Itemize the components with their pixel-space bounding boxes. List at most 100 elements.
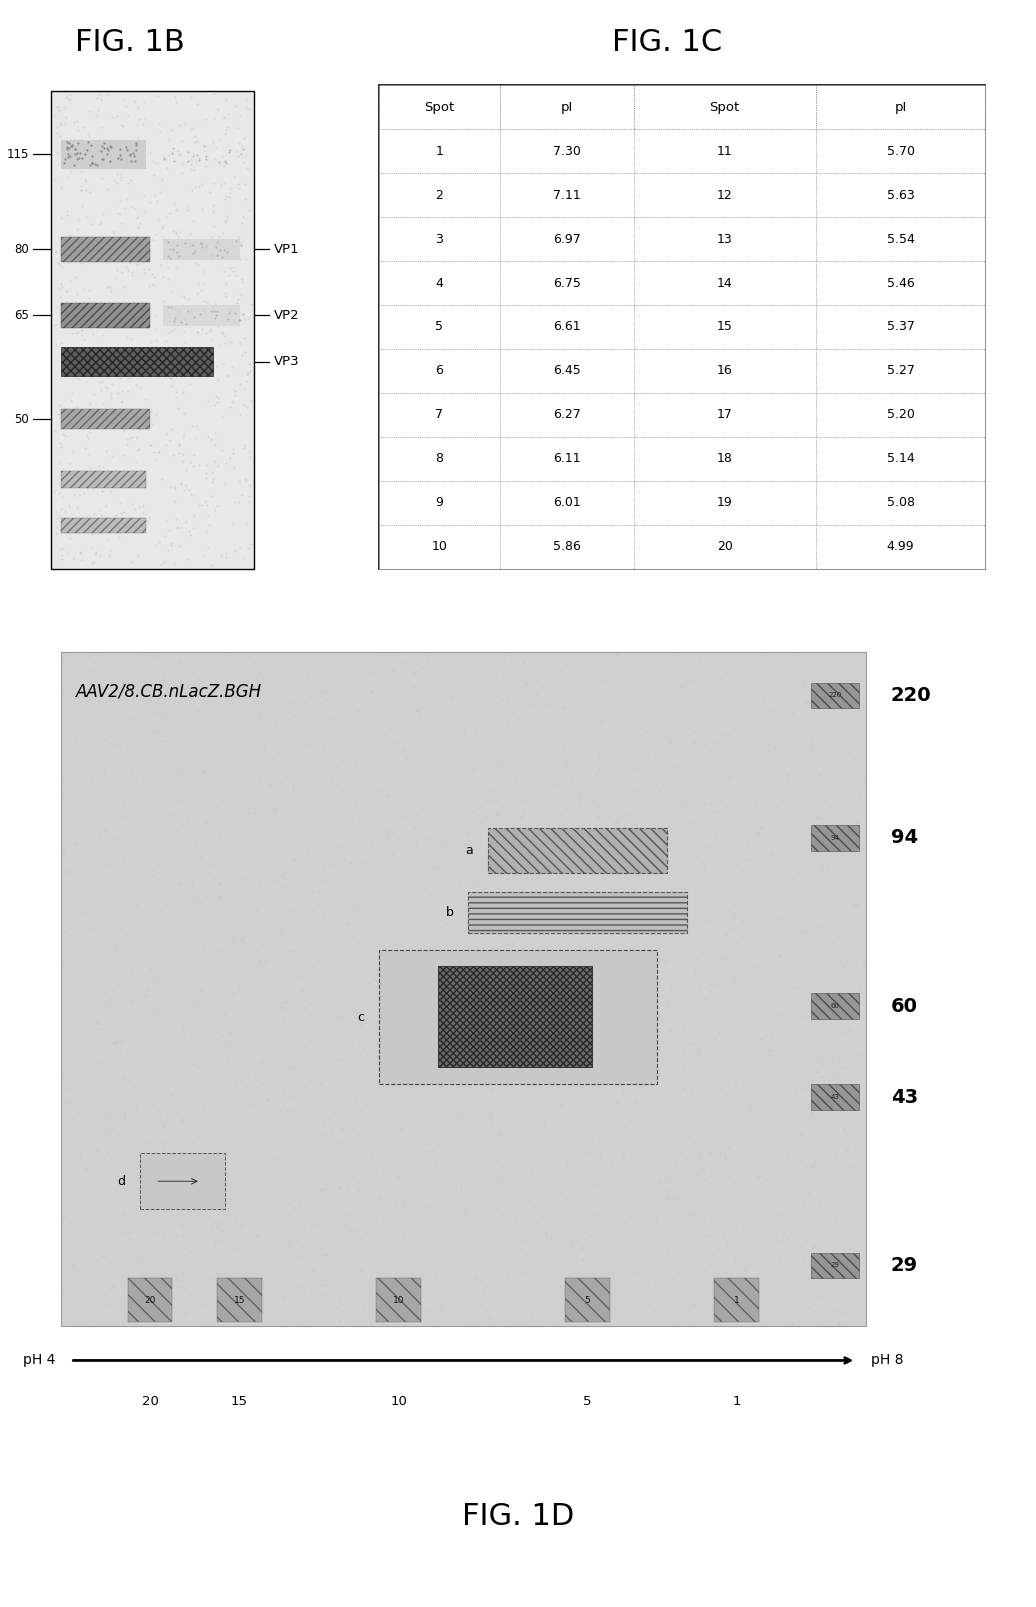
Text: 5.14: 5.14 xyxy=(887,453,915,466)
Bar xyxy=(60,302,150,328)
Text: 6.61: 6.61 xyxy=(553,320,580,334)
Bar xyxy=(379,85,985,569)
Bar xyxy=(60,347,213,376)
Text: 115: 115 xyxy=(6,148,29,161)
Text: VP2: VP2 xyxy=(275,309,300,321)
Bar xyxy=(634,349,815,394)
Text: 43: 43 xyxy=(831,1094,840,1101)
Text: Spot: Spot xyxy=(425,101,455,114)
Bar xyxy=(379,437,500,480)
Bar xyxy=(634,525,815,569)
Text: 10: 10 xyxy=(391,1395,407,1408)
Bar xyxy=(60,517,146,534)
Text: 13: 13 xyxy=(717,233,732,246)
Bar xyxy=(127,1279,172,1321)
Bar xyxy=(379,525,500,569)
Bar xyxy=(811,824,859,852)
Text: 15: 15 xyxy=(234,1295,246,1305)
Bar xyxy=(60,140,146,169)
Bar xyxy=(815,437,985,480)
Text: pI: pI xyxy=(560,101,573,114)
Text: 10: 10 xyxy=(431,540,448,553)
Text: FIG. 1B: FIG. 1B xyxy=(76,27,185,56)
Bar xyxy=(379,305,500,349)
Bar xyxy=(500,260,634,305)
Text: 5.46: 5.46 xyxy=(887,276,915,289)
Bar xyxy=(379,129,500,174)
Bar xyxy=(379,394,500,437)
Text: 5: 5 xyxy=(583,1395,592,1408)
Bar xyxy=(634,480,815,525)
Bar xyxy=(500,217,634,260)
Bar xyxy=(815,525,985,569)
Text: 60: 60 xyxy=(891,996,918,1016)
Bar xyxy=(634,174,815,217)
Text: FIG. 1D: FIG. 1D xyxy=(462,1503,574,1531)
Text: pH 8: pH 8 xyxy=(871,1353,903,1368)
Text: 5: 5 xyxy=(584,1295,591,1305)
Text: 5.70: 5.70 xyxy=(887,145,915,157)
Bar xyxy=(500,305,634,349)
Text: 17: 17 xyxy=(717,408,732,421)
Bar xyxy=(60,652,866,1326)
Text: 43: 43 xyxy=(891,1088,918,1107)
Bar xyxy=(140,1154,225,1210)
Bar xyxy=(811,1252,859,1279)
Text: FIG. 1C: FIG. 1C xyxy=(612,27,722,56)
Bar xyxy=(379,950,657,1085)
Text: 5.20: 5.20 xyxy=(887,408,915,421)
Text: Spot: Spot xyxy=(710,101,740,114)
Bar xyxy=(634,85,815,129)
Bar xyxy=(815,85,985,129)
Bar xyxy=(500,129,634,174)
Text: 6.27: 6.27 xyxy=(553,408,581,421)
Bar xyxy=(488,828,667,873)
Bar xyxy=(163,305,240,326)
Text: 5.86: 5.86 xyxy=(553,540,581,553)
Text: 80: 80 xyxy=(13,243,29,256)
Text: 29: 29 xyxy=(891,1257,918,1274)
Text: 7.11: 7.11 xyxy=(553,188,581,201)
Text: a: a xyxy=(465,844,473,857)
Bar xyxy=(815,305,985,349)
Bar xyxy=(500,525,634,569)
Text: 6.45: 6.45 xyxy=(553,365,581,378)
Bar xyxy=(379,85,500,129)
Bar xyxy=(815,129,985,174)
Text: 19: 19 xyxy=(717,497,732,509)
Bar xyxy=(815,217,985,260)
Bar xyxy=(500,174,634,217)
Text: 3: 3 xyxy=(435,233,443,246)
Text: pH 4: pH 4 xyxy=(23,1353,56,1368)
Text: 94: 94 xyxy=(831,836,840,840)
Text: 5.54: 5.54 xyxy=(887,233,915,246)
Bar xyxy=(634,129,815,174)
Text: 20: 20 xyxy=(144,1295,155,1305)
Bar xyxy=(60,236,150,262)
Text: 6.11: 6.11 xyxy=(553,453,580,466)
Text: 14: 14 xyxy=(717,276,732,289)
Text: 6.01: 6.01 xyxy=(553,497,581,509)
Bar xyxy=(376,1279,421,1321)
Text: d: d xyxy=(117,1175,125,1188)
Text: 7.30: 7.30 xyxy=(553,145,581,157)
Text: 15: 15 xyxy=(231,1395,248,1408)
Bar xyxy=(163,239,240,260)
Bar xyxy=(60,408,150,429)
Text: 6.97: 6.97 xyxy=(553,233,581,246)
Bar xyxy=(634,217,815,260)
Text: 7: 7 xyxy=(435,408,443,421)
Text: 5.63: 5.63 xyxy=(887,188,915,201)
Bar xyxy=(634,394,815,437)
Text: 10: 10 xyxy=(393,1295,404,1305)
Text: 5.27: 5.27 xyxy=(887,365,915,378)
Bar xyxy=(634,437,815,480)
Bar xyxy=(715,1279,759,1321)
Bar xyxy=(815,174,985,217)
Bar xyxy=(379,349,500,394)
Bar xyxy=(811,1085,859,1110)
Text: 18: 18 xyxy=(717,453,732,466)
Text: 220: 220 xyxy=(891,686,931,705)
Bar xyxy=(468,892,687,934)
Bar xyxy=(811,993,859,1019)
